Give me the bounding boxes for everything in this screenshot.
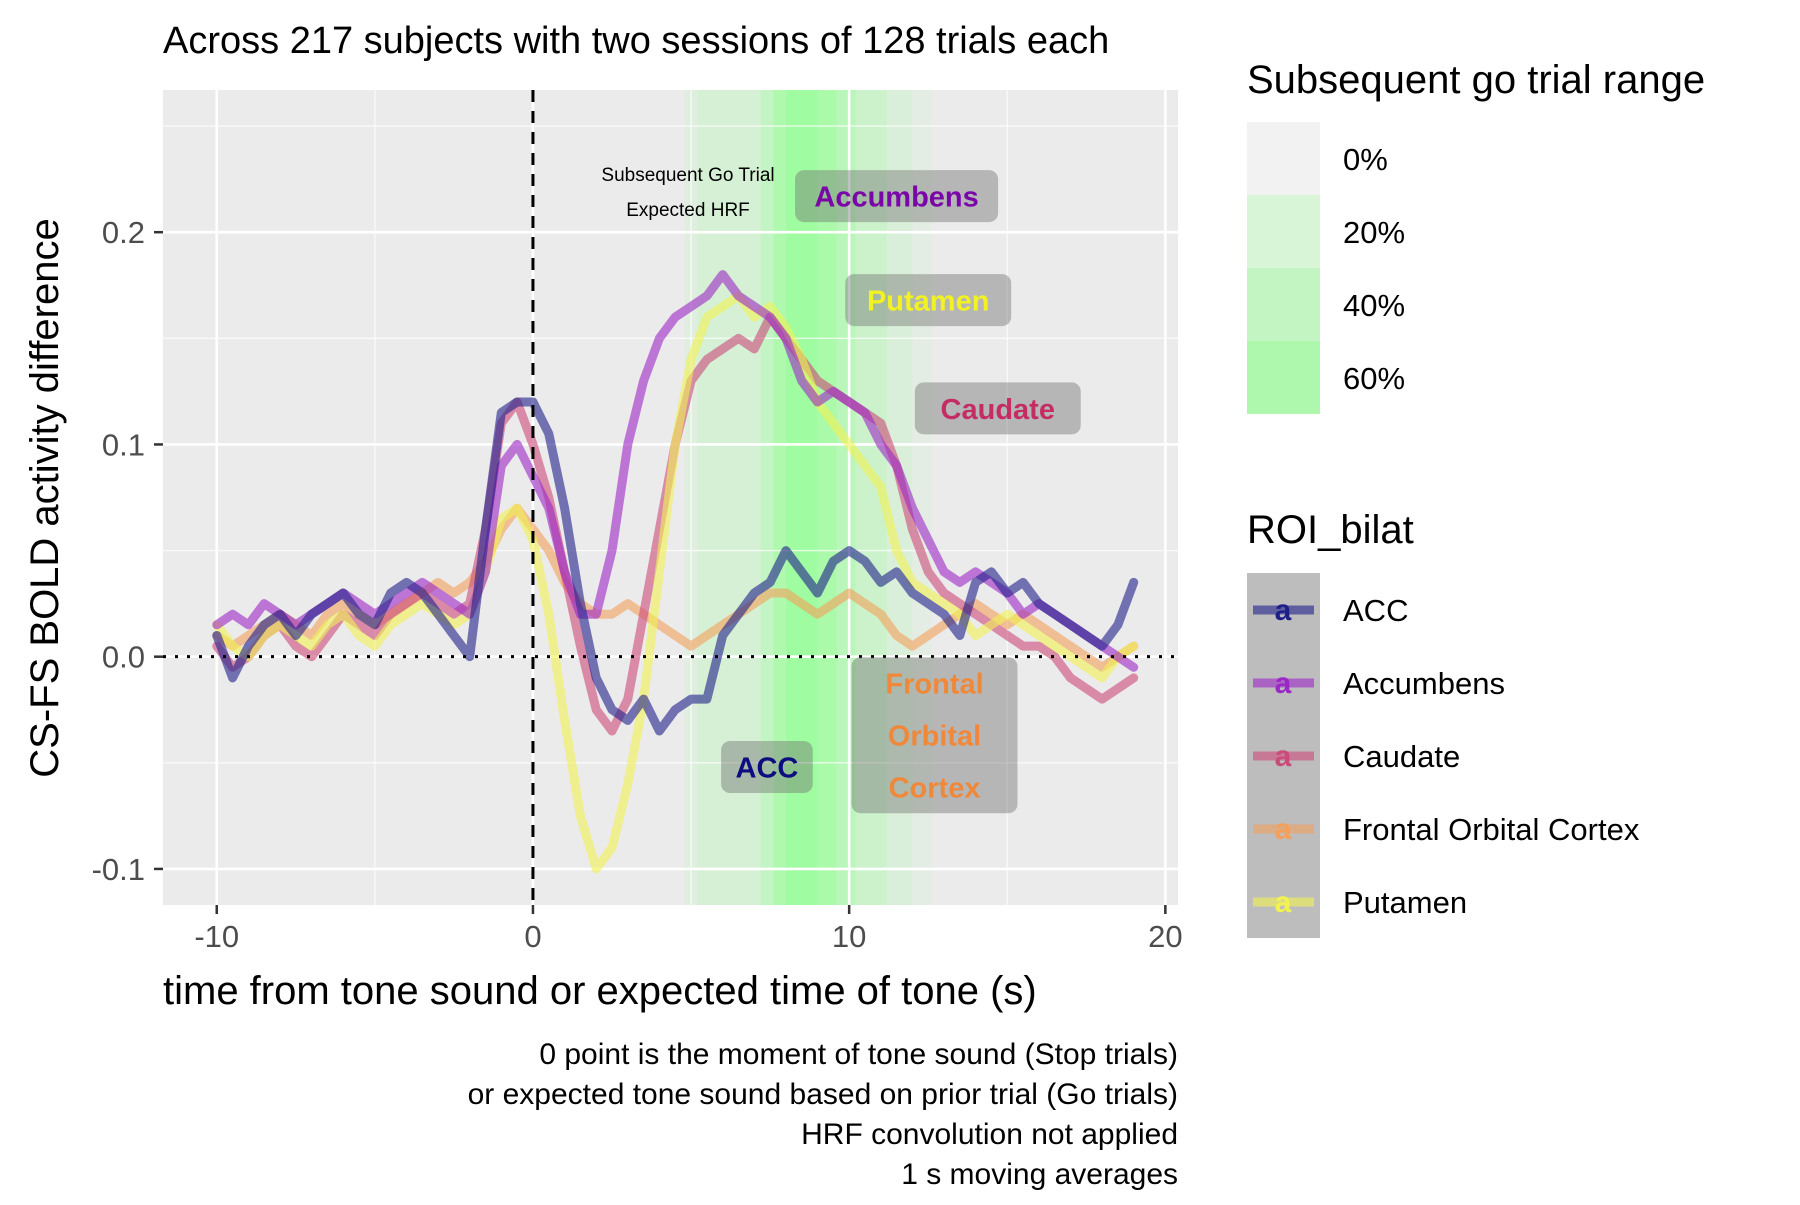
series-label-box bbox=[845, 274, 1012, 327]
x-axis: -10 0 10 20 bbox=[194, 905, 1183, 954]
series-labels: ACC Accumbens Caudate Frontal Orbital Cortex P… bbox=[721, 170, 1081, 814]
x-tick-label: 20 bbox=[1148, 919, 1182, 954]
color-legend-key-glyph: a bbox=[1275, 886, 1292, 919]
series-label-box bbox=[795, 170, 999, 223]
y-tick-label: 0.2 bbox=[102, 215, 145, 250]
series-label-text: Cortex bbox=[889, 773, 981, 805]
series-label-acc: ACC bbox=[721, 741, 813, 794]
fill-legend: 0% 20% 40% 60% bbox=[1247, 122, 1405, 414]
x-axis-title: time from tone sound or expected time of… bbox=[163, 969, 1037, 1013]
fill-legend-key bbox=[1247, 341, 1320, 414]
y-tick-label: -0.1 bbox=[92, 852, 145, 887]
fill-legend-key bbox=[1247, 122, 1320, 195]
band-segment bbox=[785, 90, 818, 905]
color-legend-key-glyph: a bbox=[1275, 813, 1292, 846]
color-legend-label: ACC bbox=[1343, 593, 1408, 628]
y-axis: -0.1 0.0 0.1 0.2 bbox=[92, 215, 163, 887]
fill-legend-label: 0% bbox=[1343, 142, 1388, 177]
y-axis-title: CS-FS BOLD activity difference bbox=[23, 218, 67, 777]
hrf-annotation-line-2: Expected HRF bbox=[626, 200, 750, 221]
color-legend-key-glyph: a bbox=[1275, 594, 1292, 627]
series-label-text: Accumbens bbox=[814, 182, 978, 214]
y-tick-label: 0.0 bbox=[102, 640, 145, 675]
series-label-text: Frontal bbox=[885, 669, 983, 701]
fill-legend-label: 60% bbox=[1343, 361, 1405, 396]
hrf-annotation-line-1: Subsequent Go Trial bbox=[601, 165, 774, 186]
band-segment bbox=[760, 90, 774, 905]
color-legend-key-glyph: a bbox=[1275, 740, 1292, 773]
caption-line-3: HRF convolution not applied bbox=[801, 1118, 1178, 1151]
series-label-caudate: Caudate bbox=[914, 382, 1081, 435]
band-segment bbox=[817, 90, 837, 905]
x-tick-label: 0 bbox=[524, 919, 541, 954]
x-tick-label: -10 bbox=[194, 919, 239, 954]
color-legend-label: Accumbens bbox=[1343, 666, 1505, 701]
series-label-box bbox=[851, 657, 1018, 814]
band-segment bbox=[697, 90, 761, 905]
color-legend: a ACC a Accumbens a Caudate a Frontal Orbital C… bbox=[1247, 573, 1640, 938]
fill-legend-title: Subsequent go trial range bbox=[1247, 58, 1705, 102]
color-legend-title: ROI_bilat bbox=[1247, 508, 1414, 552]
fill-legend-label: 20% bbox=[1343, 215, 1405, 250]
caption-line-2: or expected tone sound based on prior tr… bbox=[468, 1078, 1178, 1111]
fill-legend-label: 40% bbox=[1343, 288, 1405, 323]
series-label-text: Orbital bbox=[888, 721, 981, 753]
series-label-text: ACC bbox=[736, 752, 799, 784]
band-segment bbox=[836, 90, 856, 905]
color-legend-label: Caudate bbox=[1343, 739, 1460, 774]
series-label-text: Putamen bbox=[867, 286, 989, 318]
series-lines bbox=[212, 270, 1139, 874]
reference-lines bbox=[163, 90, 1178, 905]
series-label-putamen: Putamen bbox=[845, 274, 1012, 327]
series-label-box bbox=[914, 382, 1081, 435]
y-tick-label: 0.1 bbox=[102, 427, 145, 462]
series-label-text: Caudate bbox=[941, 394, 1055, 426]
caption-line-1: 0 point is the moment of tone sound (Sto… bbox=[539, 1038, 1178, 1071]
chart-title: Across 217 subjects with two sessions of… bbox=[163, 20, 1109, 62]
series-label-accumbens: Accumbens bbox=[795, 170, 999, 223]
band-segment bbox=[912, 90, 932, 905]
band-segment bbox=[773, 90, 786, 905]
color-legend-label: Frontal Orbital Cortex bbox=[1343, 812, 1640, 847]
caption-line-4: 1 s moving averages bbox=[901, 1158, 1178, 1191]
series-line-putamen bbox=[212, 291, 1139, 874]
fill-legend-key bbox=[1247, 195, 1320, 268]
series-label-box bbox=[721, 741, 813, 794]
x-tick-label: 10 bbox=[832, 919, 866, 954]
color-legend-key-glyph: a bbox=[1275, 667, 1292, 700]
fill-legend-key bbox=[1247, 268, 1320, 341]
series-label-frontal-orbital-cortex: Frontal Orbital Cortex bbox=[851, 657, 1018, 814]
series-line-acc bbox=[212, 397, 1139, 736]
color-legend-label: Putamen bbox=[1343, 885, 1467, 920]
